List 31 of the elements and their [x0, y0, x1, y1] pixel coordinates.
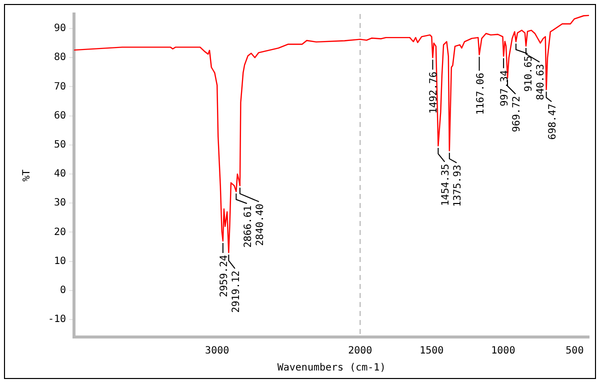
y-tick-label: 10 — [54, 256, 66, 267]
annotation: 698.47 — [548, 104, 559, 140]
x-tick-label: 1000 — [491, 346, 516, 357]
annotation: 2866.61 — [242, 206, 254, 248]
annotation: 910.65 — [524, 56, 535, 92]
annotation: 1492.76 — [428, 72, 440, 114]
y-tick-label: 50 — [54, 140, 66, 151]
x-axis-title: Wavenumbers (cm-1) — [277, 362, 386, 374]
y-tick-label: 30 — [54, 198, 66, 209]
annotation: 997.34 — [500, 70, 511, 106]
y-tick-label: 60 — [54, 110, 66, 122]
annotation: 1375.93 — [452, 164, 464, 207]
y-tick-label: 40 — [54, 168, 66, 180]
annotation: 840.63 — [536, 64, 547, 100]
annotation: 1167.06 — [475, 72, 486, 115]
y-tick-label: 0 — [60, 285, 66, 296]
y-tick-label: 90 — [54, 23, 66, 34]
y-tick-label: 20 — [54, 226, 66, 238]
annotation: 2919.12 — [230, 270, 242, 313]
annotation: 2959.24 — [218, 254, 230, 298]
y-tick-label: 80 — [54, 52, 66, 64]
annotation: 2840.40 — [254, 204, 266, 246]
x-tick-label: 1500 — [420, 346, 444, 357]
annotation: 1454.35 — [440, 164, 452, 206]
y-axis-title: %T — [22, 169, 33, 182]
x-tick-label: 500 — [566, 346, 584, 357]
y-tick-label: -10 — [48, 314, 66, 326]
y-tick-label: 70 — [54, 81, 66, 92]
x-tick-label: 3000 — [205, 346, 230, 357]
annotation: 969.72 — [512, 96, 523, 132]
x-tick-label: 2000 — [348, 346, 372, 357]
